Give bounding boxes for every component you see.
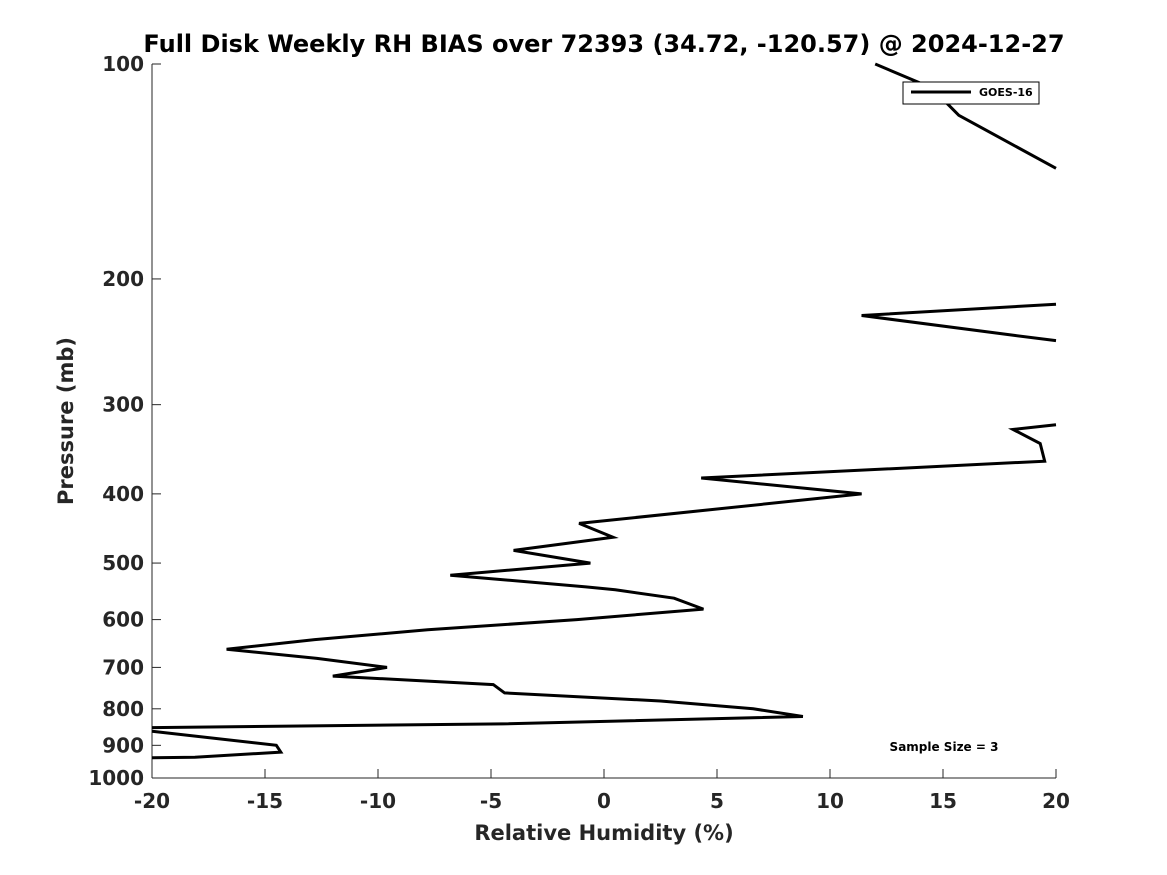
x-axis-label: Relative Humidity (%)	[474, 821, 733, 845]
y-tick-label: 800	[102, 697, 144, 721]
legend: GOES-16	[902, 81, 1040, 105]
series-line-goes-16	[874, 62, 1057, 170]
series-line-goes-16	[861, 302, 1057, 343]
sample-size-annotation: Sample Size = 3	[890, 740, 999, 754]
y-tick-label: 700	[102, 655, 144, 679]
y-tick-label: 1000	[88, 766, 144, 790]
series-lines	[151, 62, 1057, 760]
x-axis-ticks: -20 -15 -10 -5 0 5 10 15 20	[134, 769, 1070, 813]
x-tick-label: 5	[710, 789, 724, 813]
legend-label-goes-16: GOES-16	[979, 86, 1033, 99]
y-tick-label: 200	[102, 267, 144, 291]
y-tick-label: 600	[102, 608, 144, 632]
y-tick-label: 500	[102, 551, 144, 575]
x-tick-label: 10	[816, 789, 844, 813]
y-axis-ticks: 100 200 300 400 500 600 700 800 900 1000	[88, 52, 161, 790]
x-tick-label: 0	[597, 789, 611, 813]
y-tick-label: 100	[102, 52, 144, 76]
chart-title: Full Disk Weekly RH BIAS over 72393 (34.…	[143, 30, 1064, 58]
plot-area	[151, 64, 1056, 779]
y-tick-label: 400	[102, 482, 144, 506]
x-tick-label: -15	[247, 789, 283, 813]
series-line-goes-16	[151, 423, 1057, 730]
series-line-goes-16	[151, 729, 284, 760]
y-axis-label: Pressure (mb)	[54, 337, 78, 505]
x-tick-label: 20	[1042, 789, 1070, 813]
y-tick-label: 900	[102, 733, 144, 757]
x-tick-label: 15	[929, 789, 957, 813]
y-tick-label: 300	[102, 393, 144, 417]
x-tick-label: -20	[134, 789, 170, 813]
x-tick-label: -10	[360, 789, 396, 813]
x-tick-label: -5	[480, 789, 502, 813]
